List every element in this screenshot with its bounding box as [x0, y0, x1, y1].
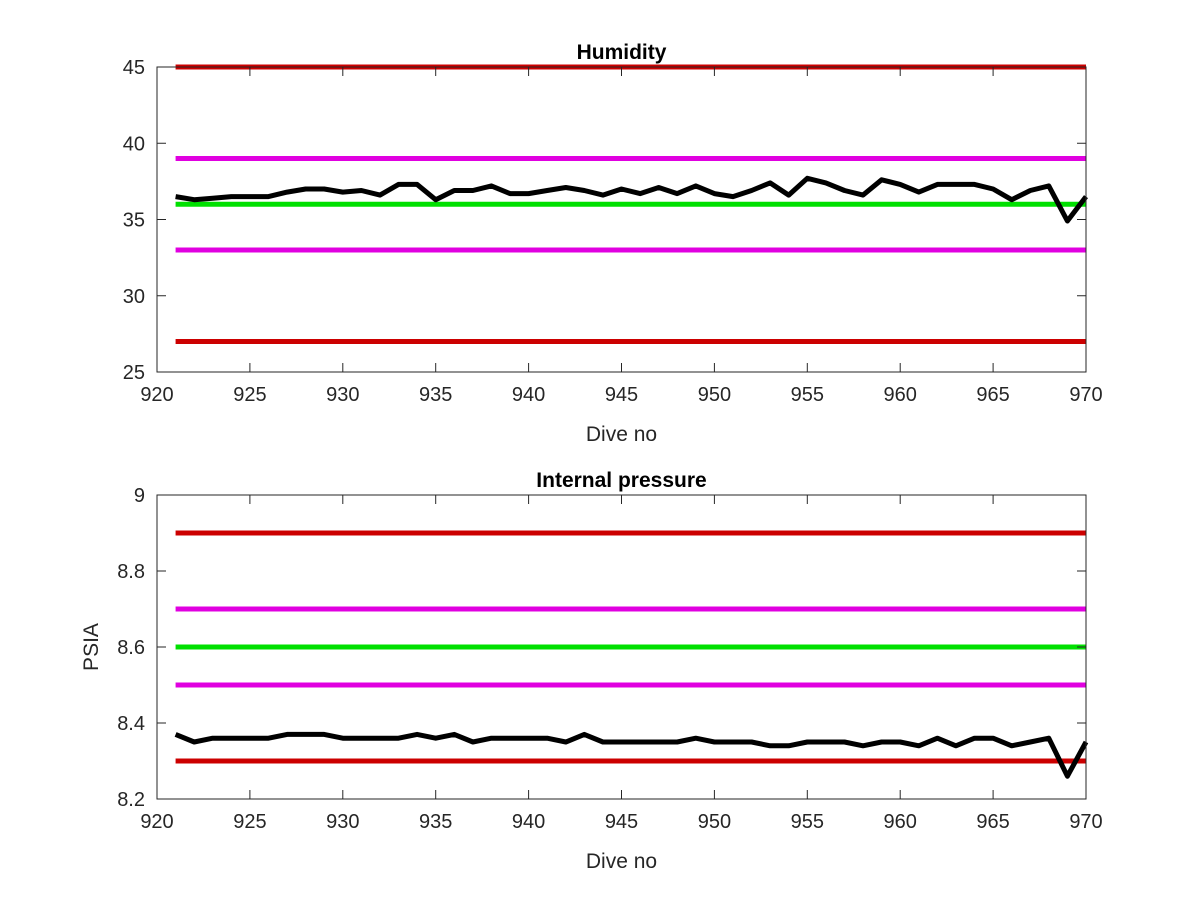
chart-title: Humidity — [577, 41, 667, 64]
plot-area — [157, 67, 1086, 372]
x-tick-label: 965 — [976, 384, 1009, 406]
x-tick-label: 965 — [976, 811, 1009, 833]
y-tick-label: 35 — [123, 210, 145, 232]
x-tick-label: 935 — [419, 811, 452, 833]
x-tick-label: 920 — [140, 811, 173, 833]
data-series-line — [175, 175, 1088, 224]
data-series-line — [174, 731, 1089, 779]
x-tick-label: 945 — [605, 384, 638, 406]
y-tick-label: 25 — [123, 362, 145, 384]
y-tick-label: 8.6 — [117, 637, 145, 659]
y-axis-label: PSIA — [80, 623, 103, 671]
x-axis-label: Dive no — [586, 423, 657, 446]
chart-title: Internal pressure — [536, 469, 706, 492]
x-tick-label: 960 — [884, 811, 917, 833]
x-tick-label: 925 — [233, 384, 266, 406]
x-tick-label: 945 — [605, 811, 638, 833]
x-tick-label: 970 — [1069, 811, 1102, 833]
y-tick-label: 30 — [123, 286, 145, 308]
y-tick-label: 40 — [123, 133, 145, 155]
x-tick-label: 930 — [326, 384, 359, 406]
y-tick-label: 8.8 — [117, 561, 145, 583]
internal-pressure-subplot: 920 925 930 935 940 945 950 955 960 965 970 8.2 8.4 8… — [80, 469, 1103, 873]
humidity-subplot: 920 925 930 935 940 945 950 955 960 965 970 25 30 35 4… — [123, 41, 1103, 446]
x-axis-label: Dive no — [586, 850, 657, 873]
x-tick-label: 950 — [698, 811, 731, 833]
x-tick-label: 960 — [884, 384, 917, 406]
x-tick-label: 920 — [140, 384, 173, 406]
x-tick-label: 950 — [698, 384, 731, 406]
y-tick-label: 9 — [134, 485, 145, 507]
y-tick-label: 8.4 — [117, 713, 145, 735]
x-tick-label: 955 — [791, 384, 824, 406]
y-tick-label: 45 — [123, 57, 145, 79]
x-tick-label: 940 — [512, 811, 545, 833]
x-tick-label: 925 — [233, 811, 266, 833]
x-tick-label: 940 — [512, 384, 545, 406]
y-tick-label: 8.2 — [117, 789, 145, 811]
x-tick-label: 935 — [419, 384, 452, 406]
x-tick-label: 930 — [326, 811, 359, 833]
x-tick-label: 955 — [791, 811, 824, 833]
x-tick-label: 970 — [1069, 384, 1102, 406]
